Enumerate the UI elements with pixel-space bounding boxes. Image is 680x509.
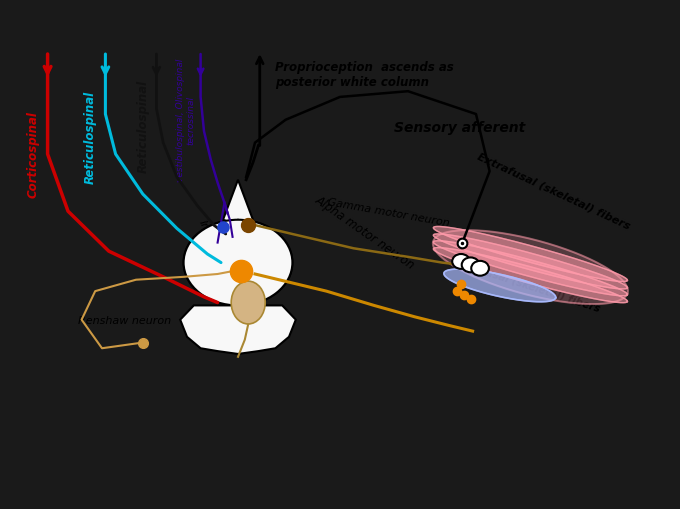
Text: Extrafusal (skeletal) fibers: Extrafusal (skeletal) fibers (476, 151, 632, 231)
Text: vestibulospinal, Olivospinal
tecrossinal: vestibulospinal, Olivospinal tecrossinal (176, 59, 195, 182)
Text: Gamma motor neuron: Gamma motor neuron (326, 196, 450, 228)
Text: Interneuron: Interneuron (197, 218, 233, 281)
Circle shape (471, 261, 489, 276)
Text: Reticulospinal: Reticulospinal (84, 91, 97, 184)
Polygon shape (433, 248, 628, 303)
Text: Sensory afferent: Sensory afferent (394, 121, 526, 135)
Text: Corticospinal: Corticospinal (26, 111, 39, 198)
Polygon shape (223, 180, 253, 222)
Ellipse shape (231, 281, 265, 324)
Polygon shape (180, 306, 296, 354)
Polygon shape (433, 241, 628, 296)
Polygon shape (433, 231, 628, 304)
Polygon shape (433, 235, 628, 290)
Circle shape (462, 258, 479, 273)
Text: Intrafusal (skeletal) fibers: Intrafusal (skeletal) fibers (453, 257, 601, 314)
Ellipse shape (184, 220, 292, 306)
Text: Renshaw neuron: Renshaw neuron (78, 315, 171, 325)
Polygon shape (433, 227, 628, 282)
Ellipse shape (184, 220, 292, 306)
Text: Proprioception  ascends as
posterior white column: Proprioception ascends as posterior whit… (275, 61, 454, 89)
Polygon shape (444, 270, 556, 302)
Text: Alpha motor neuron: Alpha motor neuron (313, 193, 418, 272)
Text: Reticulospinal: Reticulospinal (136, 80, 150, 173)
Circle shape (452, 254, 470, 269)
